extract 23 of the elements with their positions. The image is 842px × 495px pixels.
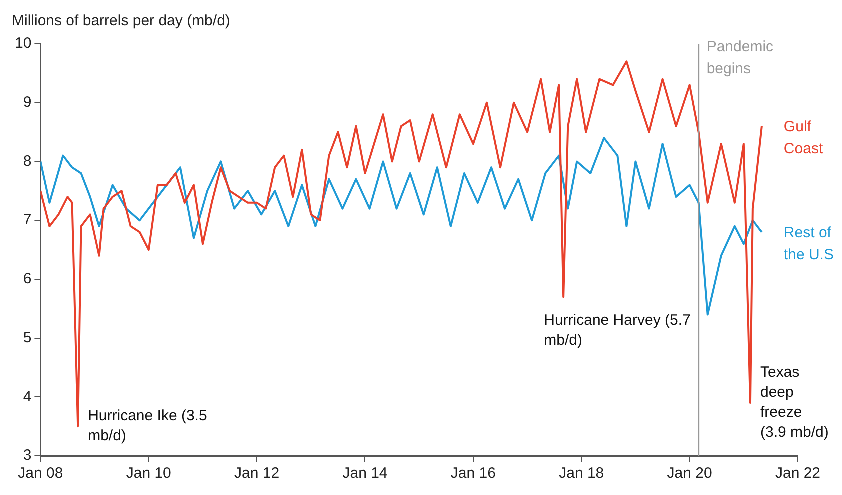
- x-tick-label: Jan 14: [342, 465, 388, 482]
- y-tick-label: 6: [23, 270, 32, 288]
- ref-line-label: Pandemic begins: [706, 38, 774, 78]
- y-tick-label: 9: [23, 94, 32, 111]
- x-tick-label: Jan 10: [126, 465, 172, 482]
- y-axis-title: Millions of barrels per day (mb/d): [12, 12, 230, 30]
- y-tick-label: 4: [23, 388, 32, 406]
- x-tick-label: Jan 22: [775, 465, 821, 482]
- x-tick-label: Jan 12: [234, 465, 280, 482]
- y-tick-label: 7: [23, 212, 32, 229]
- annotation: Hurricane Harvey (5.7 mb/d): [544, 312, 691, 350]
- y-tick-label: 5: [23, 329, 32, 346]
- annotation: Hurricane Ike (3.5 mb/d): [88, 408, 208, 445]
- x-tick-label: Jan 18: [559, 465, 604, 482]
- series-label: Gulf Coast: [784, 118, 824, 158]
- annotation: Texas deep freeze (3.9 mb/d): [760, 364, 829, 442]
- y-tick-label: 8: [23, 152, 32, 170]
- series-label: Rest of the U.S: [784, 224, 834, 264]
- y-tick-label: 10: [14, 35, 32, 52]
- y-tick-label: 3: [23, 447, 32, 464]
- x-tick-label: Jan 08: [18, 465, 64, 482]
- x-tick-label: Jan 20: [667, 465, 712, 482]
- x-tick-label: Jan 16: [450, 465, 496, 482]
